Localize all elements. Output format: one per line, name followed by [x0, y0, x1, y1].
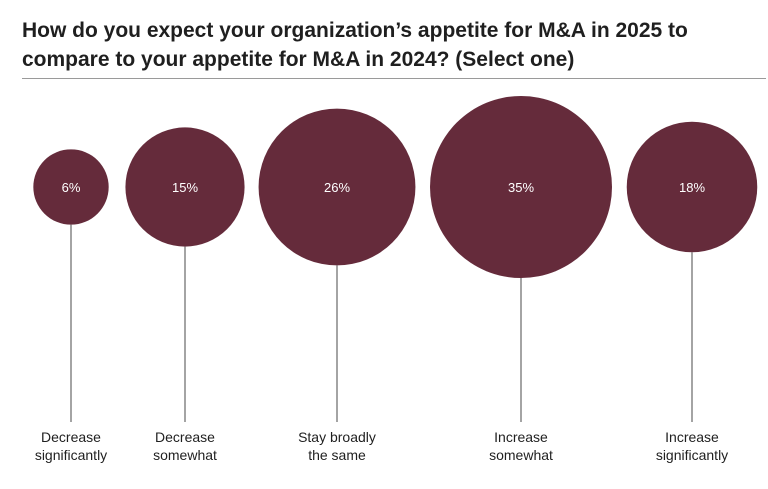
- title-divider: [22, 78, 766, 79]
- category-label: somewhat: [153, 447, 217, 463]
- value-label: 35%: [508, 180, 534, 195]
- category-label: somewhat: [489, 447, 553, 463]
- category-label: Increase: [665, 429, 719, 445]
- category-label: the same: [308, 447, 366, 463]
- category-label: significantly: [35, 447, 107, 463]
- bubble: [626, 121, 758, 253]
- value-label: 18%: [679, 180, 705, 195]
- bubble: [125, 127, 245, 247]
- bubble: [258, 108, 416, 266]
- bubble: [33, 149, 109, 225]
- category-label: Increase: [494, 429, 548, 445]
- category-label: significantly: [656, 447, 728, 463]
- category-label: Stay broadly: [298, 429, 376, 445]
- value-label: 6%: [62, 180, 81, 195]
- value-label: 15%: [172, 180, 198, 195]
- category-label: Decrease: [41, 429, 101, 445]
- chart-title: How do you expect your organization’s ap…: [22, 19, 688, 71]
- category-label: Decrease: [155, 429, 215, 445]
- bubble: [430, 96, 612, 278]
- value-label: 26%: [324, 180, 350, 195]
